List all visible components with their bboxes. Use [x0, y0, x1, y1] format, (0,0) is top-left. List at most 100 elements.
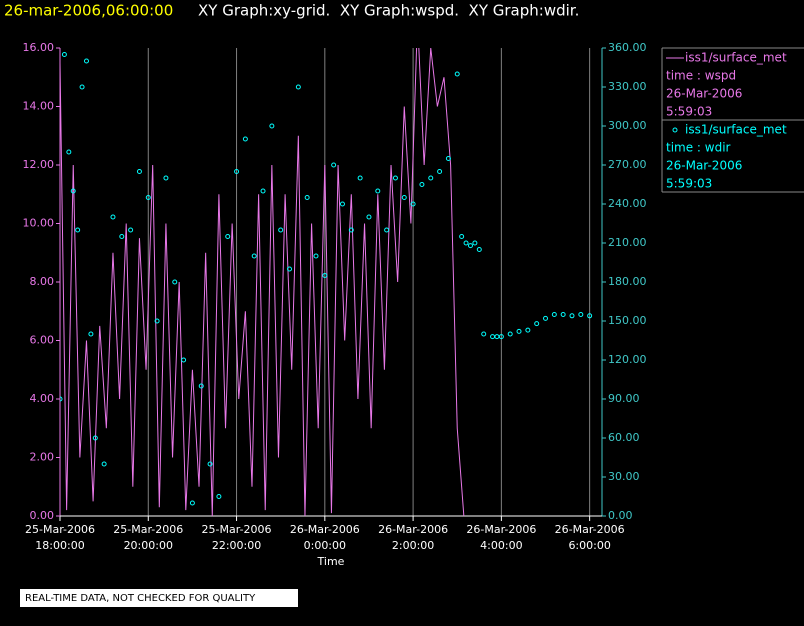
legend-detail: 26-Mar-2006: [666, 159, 742, 173]
y-tick-label: 4.00: [30, 392, 55, 405]
legend-detail: time : wdir: [666, 141, 731, 155]
wdir-point: [278, 227, 284, 233]
wdir-point: [101, 461, 107, 467]
y2-tick-label: 30.00: [608, 470, 640, 483]
wdir-point: [459, 234, 465, 239]
wdir-point: [322, 273, 328, 278]
wdir-point: [467, 243, 473, 249]
wdir-point: [92, 435, 98, 441]
wdir-point: [587, 313, 593, 319]
wspd-line: [60, 48, 465, 516]
wdir-point: [136, 169, 142, 174]
wdir-point: [145, 195, 151, 200]
legend-detail: 26-Mar-2006: [666, 87, 742, 101]
wdir-point: [269, 123, 275, 129]
wdir-point: [401, 195, 407, 200]
y2-tick-label: 180.00: [608, 275, 647, 288]
x-tick-label: 26-Mar-2006 0:00:00: [290, 523, 360, 552]
legend-detail: 5:59:03: [666, 105, 712, 119]
y-tick-label: 14.00: [23, 100, 55, 113]
wdir-point: [463, 240, 469, 246]
x-tick-label: 26-Mar-2006 6:00:00: [555, 523, 625, 552]
legend-detail: 5:59:03: [666, 177, 712, 191]
wdir-point: [88, 331, 94, 337]
wdir-point: [437, 169, 443, 174]
y-tick-label: 0.00: [30, 509, 55, 522]
wdir-point: [75, 227, 81, 233]
y-tick-label: 2.00: [30, 451, 55, 464]
wdir-point: [242, 136, 248, 142]
wdir-point: [172, 279, 178, 285]
wdir-point: [207, 461, 213, 467]
y2-tick-label: 60.00: [608, 431, 640, 444]
wdir-point: [525, 327, 531, 333]
wdir-point: [110, 214, 116, 220]
plot-area: [60, 48, 593, 516]
y2-tick-label: 360.00: [608, 41, 647, 54]
wdir-point: [384, 227, 390, 233]
wdir-point: [445, 156, 451, 161]
title-time: 26-mar-2006,06:00:00: [4, 2, 173, 20]
wdir-point: [79, 84, 85, 90]
x-tick-label: 25-Mar-2006 18:00:00: [25, 523, 95, 552]
y2-tick-label: 0.00: [608, 509, 633, 522]
legend-series-name: iss1/surface_met: [685, 51, 787, 65]
wdir-point: [472, 240, 478, 246]
y2-tick-label: 240.00: [608, 197, 647, 210]
note: REAL-TIME DATA, NOT CHECKED FOR QUALITY: [25, 593, 256, 604]
wdir-point: [490, 334, 496, 340]
wdir-point: [357, 175, 363, 181]
legend-series-name: iss1/surface_met: [685, 123, 787, 137]
note-box: [20, 589, 298, 607]
x-axis-label: Time: [317, 555, 345, 568]
wdir-point: [66, 149, 72, 155]
y2-tick-label: 210.00: [608, 236, 647, 249]
wdir-point: [498, 334, 504, 340]
wdir-point: [70, 188, 76, 194]
wdir-point: [348, 227, 354, 233]
wdir-point: [295, 84, 301, 90]
wdir-point: [516, 328, 522, 334]
wdir-point: [60, 396, 63, 402]
wdir-point: [428, 175, 434, 181]
wdir-point: [339, 201, 345, 207]
wdir-point: [481, 331, 487, 337]
wdir-point: [534, 321, 540, 327]
wdir-point: [61, 52, 67, 57]
wdir-point: [578, 312, 584, 317]
y-tick-label: 16.00: [23, 41, 55, 54]
wdir-point: [392, 175, 398, 181]
wdir-point: [181, 357, 187, 363]
wdir-point: [543, 315, 549, 321]
wdir-point: [128, 227, 134, 233]
y-tick-label: 12.00: [23, 158, 55, 171]
x-tick-label: 26-Mar-2006 2:00:00: [378, 523, 448, 552]
wdir-point: [251, 253, 257, 259]
wdir-point: [189, 500, 195, 506]
y2-tick-label: 90.00: [608, 392, 640, 405]
x-tick-label: 25-Mar-2006 22:00:00: [202, 523, 272, 552]
wdir-point: [560, 312, 566, 317]
wdir-point: [216, 494, 222, 499]
wdir-point: [569, 313, 575, 319]
legend-point-marker: [672, 127, 678, 133]
wdir-point: [119, 234, 125, 239]
wdir-point: [304, 195, 310, 200]
y2-tick-label: 150.00: [608, 314, 647, 327]
x-tick-label: 26-Mar-2006 4:00:00: [466, 523, 536, 552]
x-tick-label: 25-Mar-2006 20:00:00: [113, 523, 183, 552]
wdir-point: [494, 334, 500, 340]
wdir-point: [225, 234, 231, 239]
wdir-point: [366, 214, 372, 220]
wdir-point: [375, 188, 381, 194]
y2-tick-label: 300.00: [608, 119, 647, 132]
wdir-point: [198, 383, 204, 389]
y2-tick-label: 270.00: [608, 158, 647, 171]
wdir-point: [234, 169, 240, 174]
wdir-point: [454, 71, 460, 77]
legend-detail: time : wspd: [666, 69, 736, 83]
y2-tick-label: 330.00: [608, 80, 647, 93]
y-tick-label: 8.00: [30, 275, 55, 288]
wdir-point: [476, 247, 482, 252]
